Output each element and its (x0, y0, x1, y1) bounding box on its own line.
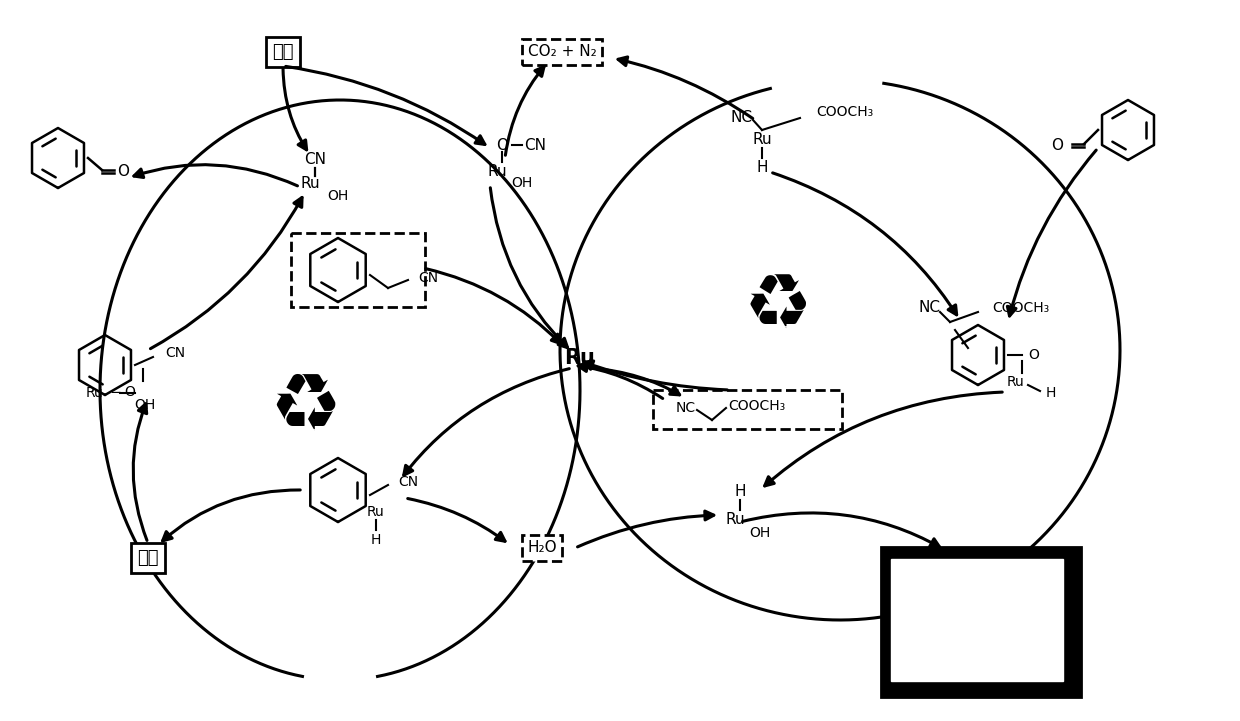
Text: O: O (1052, 138, 1063, 154)
Text: CN: CN (304, 153, 326, 167)
Text: CN: CN (165, 346, 185, 360)
FancyBboxPatch shape (880, 547, 1081, 697)
Text: O: O (496, 138, 508, 153)
Text: COOCH₃: COOCH₃ (728, 399, 785, 413)
Text: CO₂ + N₂: CO₂ + N₂ (528, 45, 596, 60)
Text: Ru: Ru (753, 133, 771, 148)
Text: OH: OH (134, 398, 156, 412)
Text: H: H (734, 485, 745, 500)
Text: 空气: 空气 (138, 549, 159, 567)
Text: H₂O: H₂O (527, 541, 557, 555)
Text: CN: CN (525, 138, 546, 153)
Text: NC: NC (918, 301, 940, 316)
Text: CC: CC (985, 598, 1002, 611)
Text: NC: NC (947, 606, 966, 619)
Text: NC: NC (730, 110, 751, 125)
Text: OH: OH (327, 189, 348, 203)
FancyBboxPatch shape (653, 390, 842, 429)
FancyBboxPatch shape (291, 233, 425, 307)
Text: 循环: 循环 (771, 325, 789, 339)
Text: H: H (371, 533, 381, 547)
Text: COOCH₃: COOCH₃ (992, 301, 1049, 315)
Text: CN: CN (398, 475, 418, 489)
Text: ─: ─ (110, 386, 119, 400)
Text: 空气: 空气 (273, 43, 294, 61)
Text: Ru: Ru (300, 177, 320, 192)
Text: COOCH₃: COOCH₃ (816, 105, 873, 119)
Text: O: O (1028, 348, 1039, 362)
Text: OH: OH (511, 176, 533, 190)
Text: OH: OH (749, 526, 770, 540)
Text: O: O (124, 385, 135, 399)
Text: H: H (1047, 386, 1056, 400)
Text: NC: NC (676, 401, 696, 415)
Text: Ru: Ru (86, 386, 103, 400)
FancyBboxPatch shape (892, 559, 1063, 681)
Text: CN: CN (418, 271, 438, 285)
Text: H: H (756, 159, 768, 174)
Text: Ru: Ru (367, 505, 384, 519)
Text: ♻: ♻ (269, 369, 341, 447)
Text: Ru: Ru (487, 164, 507, 179)
Text: Ru: Ru (1007, 375, 1025, 389)
Text: 循环: 循环 (300, 428, 316, 442)
Text: ♻: ♻ (744, 271, 812, 345)
Text: Ru: Ru (725, 513, 745, 528)
Text: Ru: Ru (564, 348, 595, 368)
Text: O: O (117, 164, 129, 180)
